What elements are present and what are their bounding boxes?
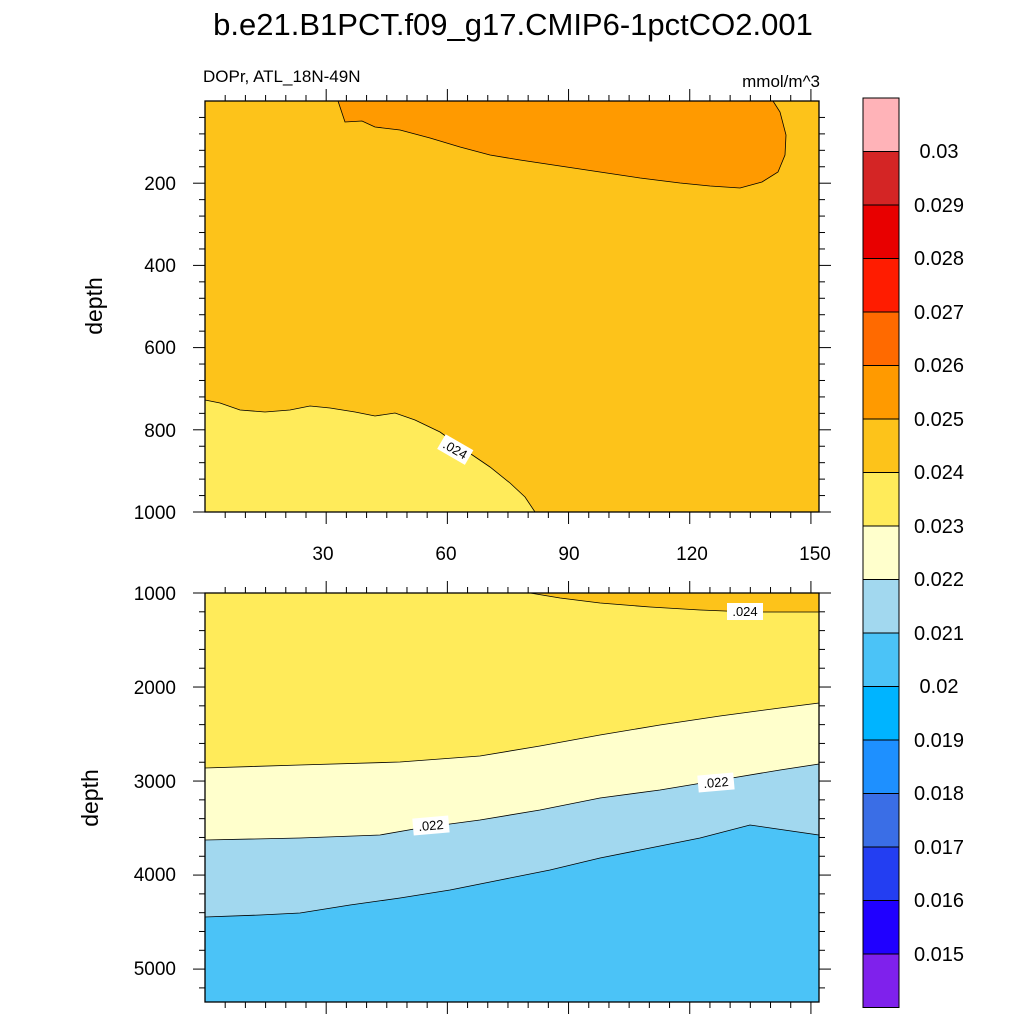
cb-box-16 [863, 98, 899, 152]
colorbar-label: 0.026 [914, 355, 964, 377]
units-label: mmol/m^3 [742, 72, 820, 91]
colorbar-label: 0.03 [920, 141, 959, 163]
svg-text:.024: .024 [732, 604, 757, 619]
upper-x-tick-labels: 30 60 90 120 150 [312, 544, 830, 565]
chart-title: b.e21.B1PCT.f09_g17.CMIP6-1pctCO2.001 [213, 7, 813, 42]
colorbar-label: 0.023 [914, 516, 964, 538]
contour-label-lower-022-b: .022 [697, 772, 735, 793]
colorbar-label: 0.024 [914, 462, 964, 484]
cb-box-6 [863, 633, 899, 687]
colorbar-label: 0.02 [920, 676, 959, 698]
cb-box-3 [863, 793, 899, 847]
contour-label-upper-024: .024 [437, 434, 474, 465]
xtick-label: 120 [676, 544, 708, 565]
cb-box-15 [863, 151, 899, 205]
cb-box-10 [863, 419, 899, 473]
lower-plot-frame [204, 592, 820, 1003]
cb-box-1 [863, 900, 899, 954]
svg-text:.022: .022 [418, 817, 445, 834]
cb-box-0 [863, 954, 899, 1008]
colorbar-label: 0.015 [914, 944, 964, 966]
upper-y-axis-label: depth [81, 277, 107, 335]
upper-contour-field: .024 [204, 100, 820, 513]
colorbar-label: 0.016 [914, 890, 964, 912]
lower-ytick-label: 4000 [134, 865, 176, 886]
lower-y-tick-labels: 1000 2000 3000 4000 5000 [134, 584, 176, 980]
colorbar-label: 0.019 [914, 730, 964, 752]
lower-ytick-label: 2000 [134, 678, 176, 699]
xtick-label: 30 [312, 544, 333, 565]
cb-box-7 [863, 579, 899, 633]
upper-ytick-label: 1000 [134, 503, 176, 524]
variable-label: DOPr, ATL_18N-49N [203, 67, 360, 86]
cb-box-4 [863, 740, 899, 794]
lower-contour-field: .024 .022 .022 [204, 592, 820, 1003]
upper-region-025-026 [337, 100, 787, 189]
cb-box-5 [863, 686, 899, 740]
xtick-label: 150 [799, 544, 831, 565]
svg-text:.022: .022 [703, 774, 730, 791]
cb-box-2 [863, 847, 899, 901]
upper-plot-frame [204, 100, 820, 513]
colorbar-label: 0.028 [914, 248, 964, 270]
upper-region-023-024 [204, 399, 536, 513]
colorbar: 0.015 0.016 0.017 0.018 0.019 0.02 0.021… [862, 97, 964, 1008]
colorbar-label: 0.021 [914, 623, 964, 645]
colorbar-label: 0.018 [914, 783, 964, 805]
cb-box-11 [863, 365, 899, 419]
colorbar-label: 0.027 [914, 302, 964, 324]
lower-ytick-label: 3000 [134, 772, 176, 793]
upper-ytick-label: 400 [144, 256, 176, 277]
colorbar-label: 0.022 [914, 569, 964, 591]
upper-ytick-label: 200 [144, 174, 176, 195]
cb-box-8 [863, 526, 899, 580]
lower-ytick-label: 5000 [134, 959, 176, 980]
upper-y-tick-labels: 200 400 600 800 1000 [134, 174, 176, 524]
xtick-label: 60 [435, 544, 456, 565]
cb-box-9 [863, 472, 899, 526]
lower-y-axis-label: depth [77, 769, 103, 827]
contour-label-lower-024: .024 [727, 603, 763, 620]
colorbar-label: 0.029 [914, 195, 964, 217]
upper-ytick-label: 800 [144, 421, 176, 442]
colorbar-label: 0.025 [914, 409, 964, 431]
lower-ytick-label: 1000 [134, 584, 176, 605]
contour-label-lower-022-a: .022 [412, 815, 450, 836]
upper-ytick-label: 600 [144, 338, 176, 359]
cb-box-14 [863, 205, 899, 259]
upper-ticks [193, 89, 831, 524]
colorbar-label: 0.017 [914, 837, 964, 859]
lower-ticks [193, 581, 831, 1014]
cb-box-13 [863, 258, 899, 312]
xtick-label: 90 [558, 544, 579, 565]
cb-box-12 [863, 312, 899, 366]
